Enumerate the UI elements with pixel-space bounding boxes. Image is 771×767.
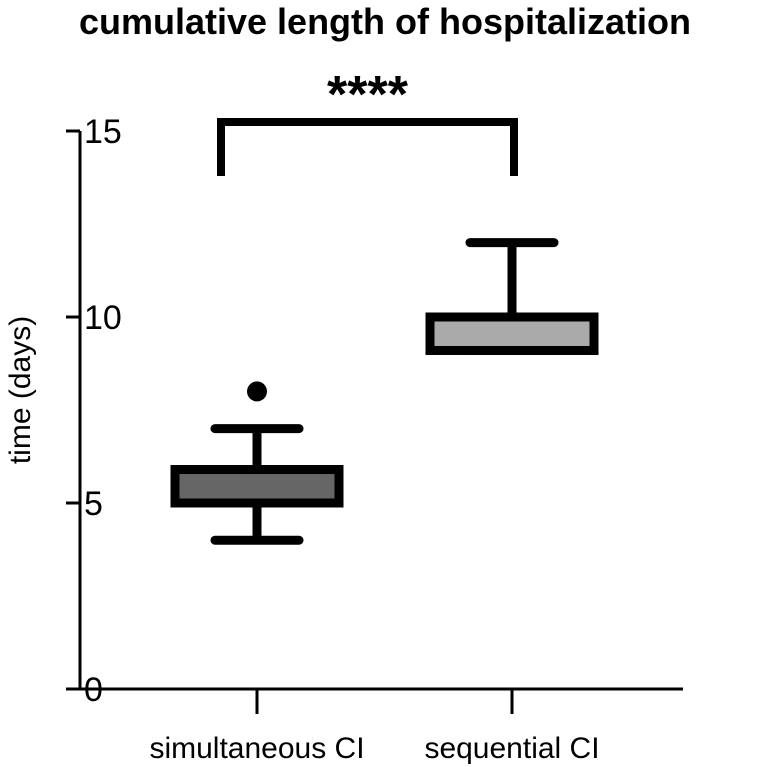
y-tick-label: 15 [84,113,122,151]
y-tick-label: 10 [84,299,122,337]
y-tick-label: 5 [84,485,103,523]
y-ticks: 051015 [66,113,122,709]
significance-label: **** [327,66,409,124]
box-series [170,238,599,545]
box-2 [425,238,599,355]
box-iqr [170,465,344,508]
x-tick-label: sequential CI [424,732,599,765]
x-tick-label: simultaneous CI [149,732,364,765]
box-iqr [425,312,599,355]
x-ticks: simultaneous CI sequential CI [149,689,600,765]
box-1 [170,381,344,545]
outlier-point [247,381,267,402]
significance-bracket: **** [217,66,518,176]
significance-bracket-line [217,118,518,176]
y-axis-label: time (days) [4,316,37,464]
chart-title: cumulative length of hospitalization [79,1,691,42]
